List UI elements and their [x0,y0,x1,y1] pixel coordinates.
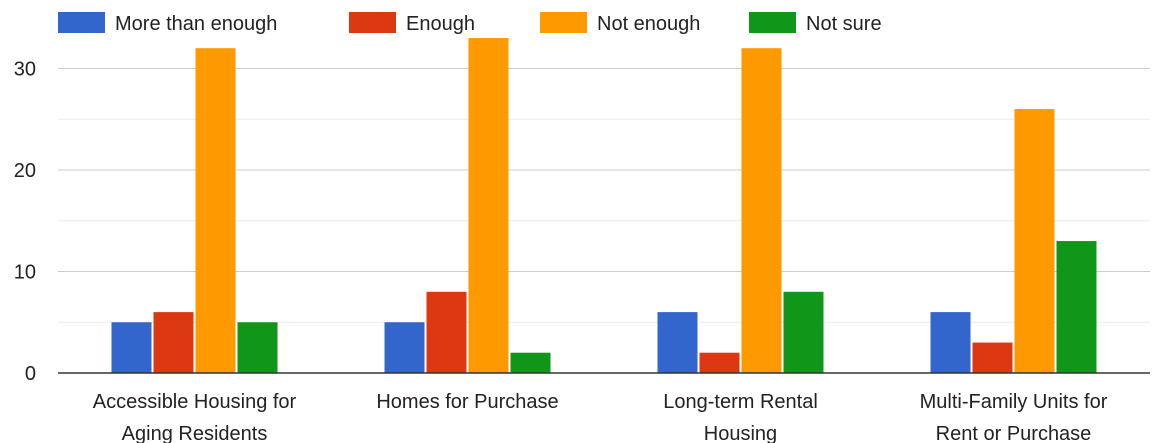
bar-more-than-enough-2 [657,312,698,373]
bar-not-sure-1 [510,352,551,373]
x-tick-label-line: Aging Residents [122,423,268,443]
y-axis-ticks: 0 10 20 30 [14,59,36,386]
bar-more-than-enough-3 [930,312,971,373]
x-tick-label: Accessible Housing for Aging Residents [93,391,297,443]
legend-label: More than enough [115,13,277,35]
bar-enough-3 [972,342,1013,373]
x-tick-label-line: Accessible Housing for [93,391,297,413]
x-axis-ticks: Accessible Housing for Aging Residents Hom… [93,391,1108,443]
legend-label: Not enough [597,13,700,35]
legend-swatch [349,12,396,33]
legend-swatch [540,12,587,33]
x-tick-label-line: Housing [704,423,777,443]
legend-label: Enough [406,13,475,35]
y-tick-label: 10 [14,262,36,284]
x-tick-label-line: Rent or Purchase [936,423,1092,443]
bar-more-than-enough-0 [111,322,152,373]
bar-enough-1 [426,291,467,373]
bar-enough-2 [699,352,740,373]
legend: More than enough Enough Not enough Not sure [58,12,882,35]
bar-enough-0 [153,312,194,373]
bar-not-enough-1 [468,38,509,374]
bar-not-sure-2 [783,291,824,373]
y-tick-label: 0 [25,363,36,385]
legend-swatch [749,12,796,33]
bars [111,38,1097,374]
x-tick-label-line: Multi-Family Units for [920,391,1108,413]
y-tick-label: 30 [14,59,36,81]
bar-not-enough-0 [195,48,236,373]
x-tick-label: Long-term Rental Housing [663,391,818,443]
x-tick-label: Homes for Purchase [376,391,558,413]
legend-swatch [58,12,105,33]
bar-not-enough-3 [1014,109,1055,373]
bar-not-sure-3 [1056,241,1097,373]
bar-more-than-enough-1 [384,322,425,373]
x-tick-label: Multi-Family Units for Rent or Purchase [920,391,1108,443]
bar-not-sure-0 [237,322,278,373]
y-tick-label: 20 [14,160,36,182]
x-tick-label-line: Homes for Purchase [376,391,558,413]
x-tick-label-line: Long-term Rental [663,391,818,413]
bar-not-enough-2 [741,48,782,373]
legend-label: Not sure [806,13,882,35]
